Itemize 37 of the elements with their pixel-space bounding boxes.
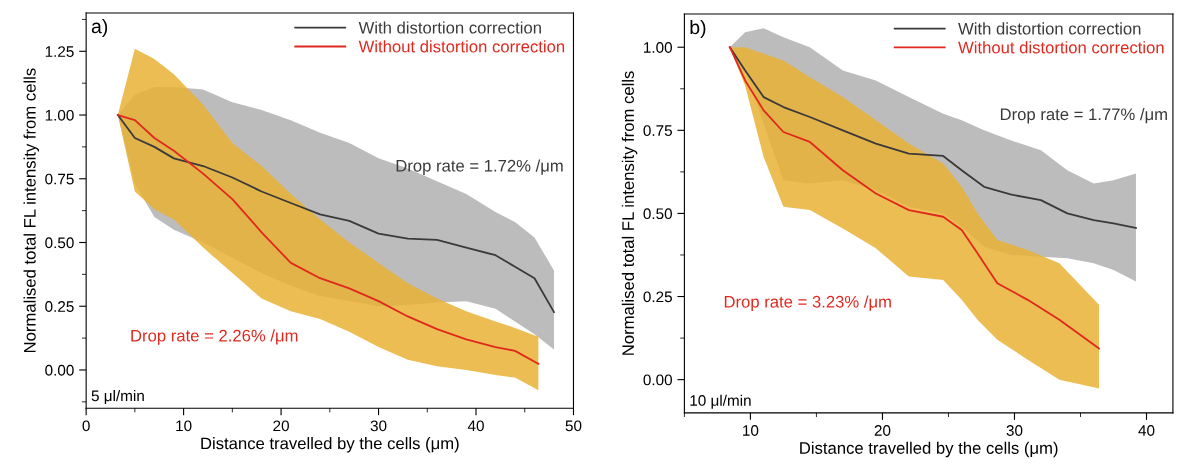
annotation: Drop rate = 2.26% /μm	[131, 329, 298, 345]
y-tick-label: 0.50	[643, 208, 672, 220]
y-tick-label: 1.00	[644, 42, 672, 53]
x-tick-label: 30	[1006, 425, 1023, 436]
x-tick-label: 0	[82, 420, 90, 432]
x-tick-label: 40	[467, 420, 484, 432]
y-axis-title: Normalised total FL intensity from cells	[621, 71, 638, 355]
annotation: 5 μl/min	[91, 390, 144, 405]
y-tick-label: 1.00	[45, 109, 74, 121]
y-axis-title: Normalised total FL intensity from cells	[23, 68, 40, 353]
annotation: Drop rate = 1.77% /μm	[1000, 107, 1167, 124]
y-tick-label: 1.25	[45, 46, 74, 57]
x-tick-label: 30	[370, 420, 387, 432]
annotation: a)	[91, 18, 108, 38]
annotation: Drop rate = 3.23% /μm	[724, 295, 891, 311]
y-tick-label: 0.00	[643, 374, 672, 386]
annotation: b)	[690, 19, 706, 39]
y-tick-label: 0.25	[45, 301, 74, 312]
y-tick-label: 0.25	[643, 291, 672, 303]
x-tick-label: 10	[176, 420, 192, 432]
legend-label: Without distortion correction	[958, 41, 1164, 54]
y-tick-label: 0.75	[45, 173, 74, 185]
legend-label: With distortion correction	[958, 22, 1141, 35]
annotation: 10 μl/min	[690, 394, 751, 409]
x-tick-label: 20	[874, 425, 891, 436]
x-axis-title: Distance travelled by the cells (μm)	[201, 437, 459, 453]
x-tick-label: 20	[273, 420, 289, 432]
x-tick-label: 40	[1138, 425, 1155, 436]
x-tick-label: 50	[565, 420, 582, 432]
x-tick-label: 10	[743, 425, 759, 436]
y-tick-label: 0.50	[45, 237, 74, 249]
legend-label: With distortion correction	[358, 21, 541, 34]
annotation: Drop rate = 1.72% /μm	[396, 159, 563, 175]
x-axis-title: Distance travelled by the cells (μm)	[800, 441, 1058, 458]
y-tick-label: 0.75	[643, 125, 672, 137]
legend-label: Without distortion correction	[358, 40, 565, 53]
y-tick-label: 0.00	[45, 364, 74, 376]
